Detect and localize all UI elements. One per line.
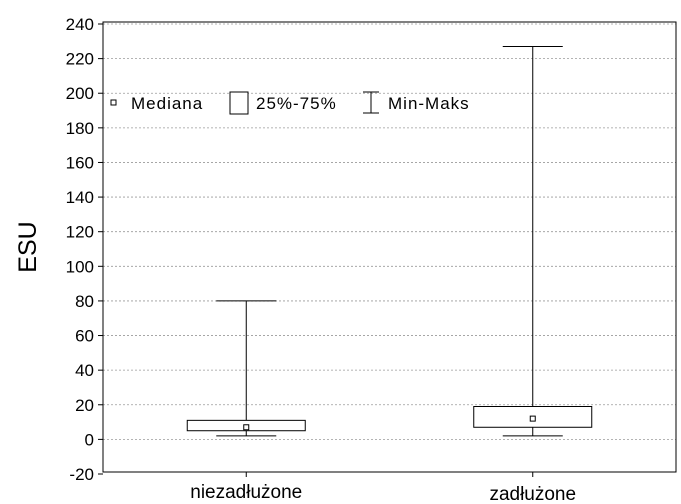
y-tick-label: 220 <box>66 50 94 69</box>
y-tick-label: 140 <box>66 188 94 207</box>
box-2 <box>473 46 593 437</box>
y-tick-label: 40 <box>75 361 94 380</box>
x-category-label: niezadłużone <box>190 482 302 503</box>
y-axis-title: ESU <box>14 221 42 272</box>
legend-median-label: Mediana <box>131 94 203 113</box>
y-tick-label: 120 <box>66 223 94 242</box>
legend: Mediana 25%-75% Min-Maks <box>110 91 470 115</box>
y-tick-label: 100 <box>66 257 94 276</box>
box-1 <box>186 300 306 437</box>
median-marker <box>243 424 250 431</box>
x-category-label: zadłużone <box>489 484 576 504</box>
median-marker <box>529 415 536 422</box>
y-tick-label: 60 <box>75 327 94 346</box>
legend-box-icon <box>229 91 249 115</box>
legend-whisker-label: Min-Maks <box>388 94 470 113</box>
y-tick-label: 160 <box>66 153 94 172</box>
y-tick-label: 180 <box>66 119 94 138</box>
box-series <box>186 46 593 437</box>
x-axis-categories: niezadłużone zadłużone <box>190 472 576 504</box>
plot-frame <box>102 21 677 473</box>
grid-lines <box>103 23 676 440</box>
y-tick-label: 80 <box>75 292 94 311</box>
y-tick-label: 200 <box>66 84 94 103</box>
legend-box-label: 25%-75% <box>256 94 337 113</box>
y-tick-label: 20 <box>75 396 94 415</box>
legend-median-icon <box>110 99 117 106</box>
y-tick-label: -20 <box>69 465 94 484</box>
y-tick-label: 240 <box>66 15 94 34</box>
y-tick-label: 0 <box>85 430 94 449</box>
y-axis-ticks: -20 0 20 40 60 80 100 120 140 160 180 200 220 240 <box>66 15 103 484</box>
